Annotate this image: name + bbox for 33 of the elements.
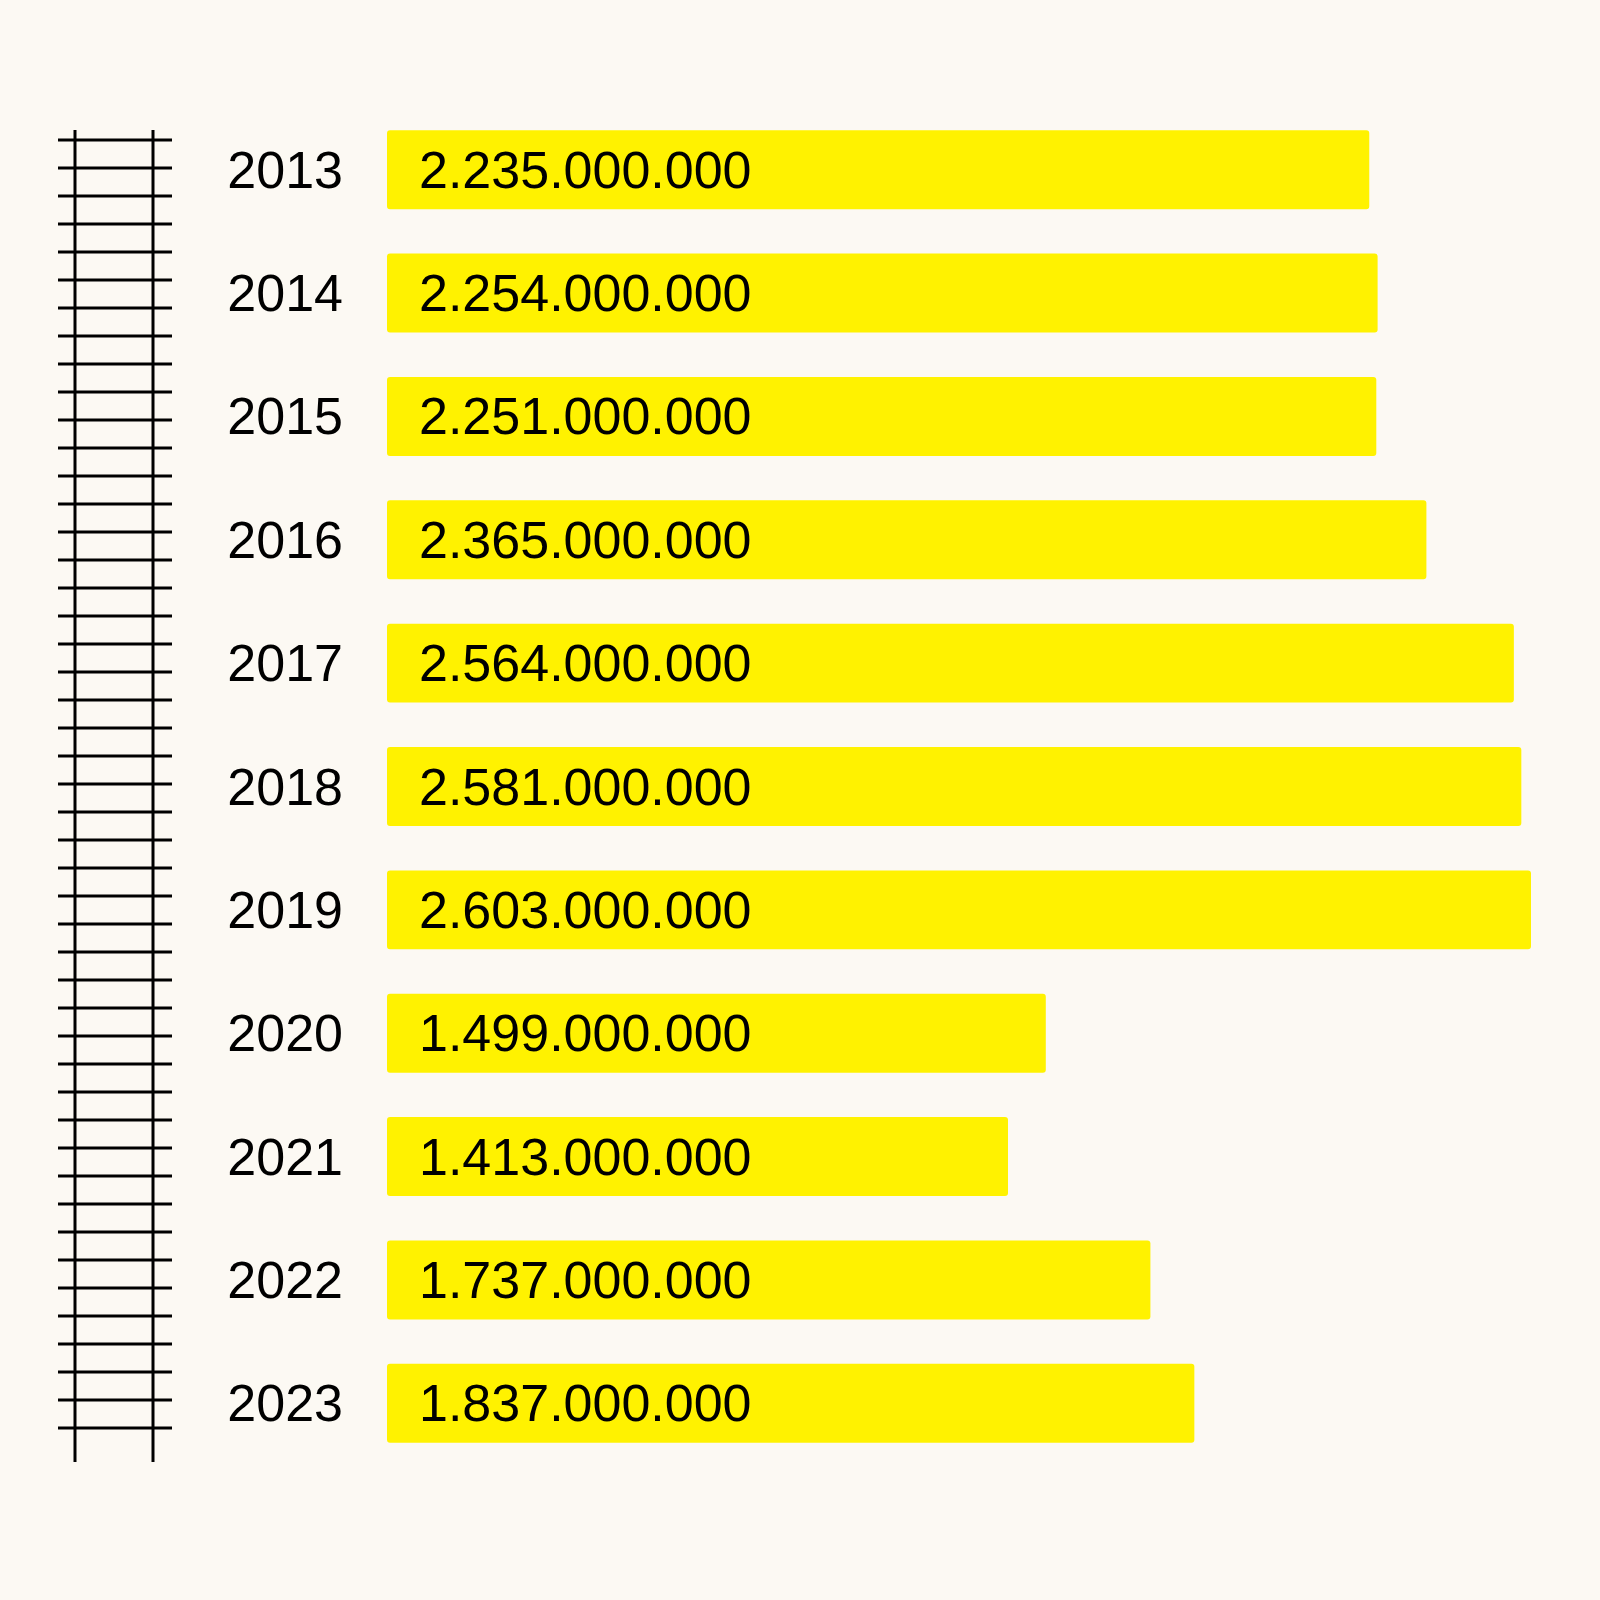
data-label: 2.254.000.000 <box>419 264 752 323</box>
data-label: 2.251.000.000 <box>419 387 752 446</box>
y-tick-label: 2014 <box>227 264 343 323</box>
data-label: 2.235.000.000 <box>419 140 752 199</box>
bar <box>387 500 1427 580</box>
y-tick-label: 2021 <box>227 1127 343 1186</box>
y-tick-label: 2018 <box>227 757 343 816</box>
bar <box>387 1363 1195 1443</box>
y-tick-label: 2016 <box>227 510 343 569</box>
bar <box>387 747 1522 826</box>
y-tick-label: 2013 <box>227 140 343 199</box>
data-label: 1.737.000.000 <box>419 1250 752 1309</box>
y-tick-label: 2023 <box>227 1374 343 1433</box>
bar <box>387 870 1531 950</box>
data-label: 2.603.000.000 <box>419 880 752 939</box>
data-label: 1.499.000.000 <box>419 1004 752 1063</box>
bar <box>387 1240 1151 1320</box>
y-tick-label: 2015 <box>227 387 343 446</box>
bar <box>387 253 1378 333</box>
bar <box>387 376 1377 456</box>
data-label: 2.365.000.000 <box>419 510 752 569</box>
y-tick-label: 2017 <box>227 634 343 693</box>
bar <box>387 130 1370 210</box>
y-tick-label: 2020 <box>227 1004 343 1063</box>
data-label: 1.413.000.000 <box>419 1127 752 1186</box>
bar <box>387 1117 1008 1197</box>
data-label: 2.564.000.000 <box>419 634 752 693</box>
bar <box>387 993 1046 1073</box>
y-tick-label: 2019 <box>227 880 343 939</box>
data-label: 2.581.000.000 <box>419 757 752 816</box>
bar <box>387 623 1514 703</box>
data-label: 1.837.000.000 <box>419 1374 752 1433</box>
y-tick-label: 2022 <box>227 1250 343 1309</box>
